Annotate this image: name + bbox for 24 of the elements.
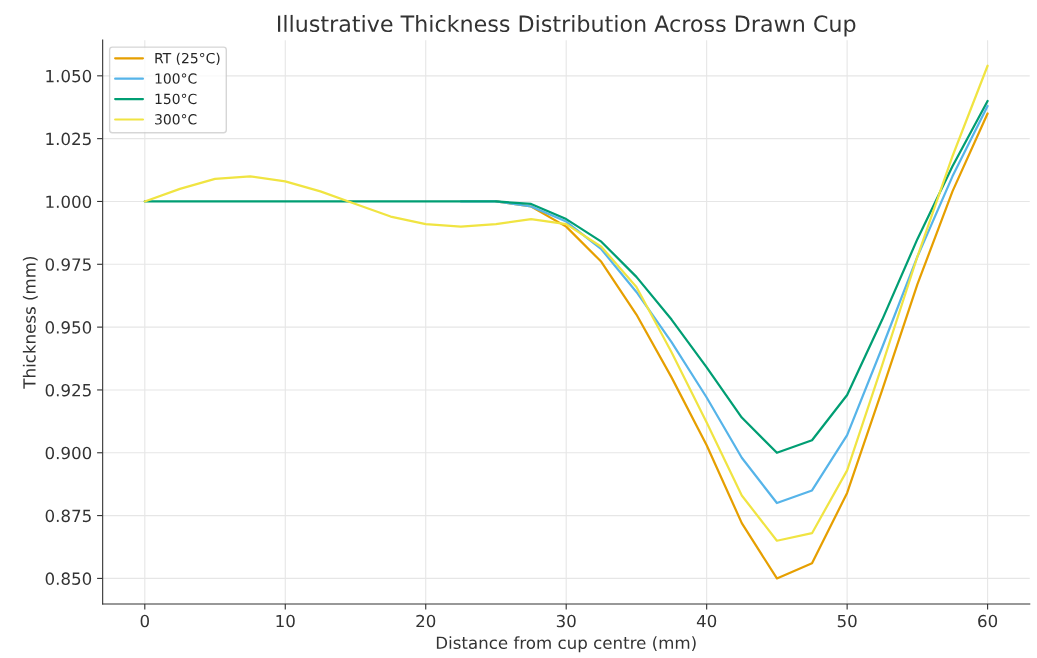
legend-label: RT (25°C) bbox=[155, 52, 220, 66]
legend-label: 300°C bbox=[155, 114, 197, 125]
x-tick-label: 10 bbox=[276, 614, 295, 628]
y-tick-label: 1.050 bbox=[46, 69, 92, 83]
legend-label: 100°C bbox=[155, 73, 197, 84]
y-tick-label: 1.000 bbox=[46, 195, 92, 209]
y-tick-label: 0.875 bbox=[45, 509, 91, 523]
y-tick-label: 0.925 bbox=[45, 383, 91, 397]
line-series bbox=[143, 64, 989, 542]
x-axis-title: Distance from cup centre (mm) bbox=[436, 636, 696, 653]
x-tick-label: 20 bbox=[416, 614, 436, 628]
y-tick-label: 0.850 bbox=[45, 572, 92, 585]
y-tick-label: 0.950 bbox=[45, 321, 92, 334]
x-tick-label: 60 bbox=[978, 614, 998, 628]
y-axis-title: Thickness (mm) bbox=[22, 256, 38, 389]
x-tick-label: 50 bbox=[837, 614, 857, 628]
x-tick-label: 40 bbox=[696, 614, 717, 628]
y-tick-label: 0.975 bbox=[45, 258, 91, 271]
x-tick-label: 30 bbox=[556, 614, 576, 628]
x-tick-label: 0 bbox=[140, 614, 149, 628]
legend-label: 150°C bbox=[155, 93, 197, 105]
chart-title: Illustrative Thickness Distribution Across Drawn Cup bbox=[278, 14, 856, 37]
y-tick-label: 1.025 bbox=[46, 132, 91, 146]
y-tick-label: 0.900 bbox=[45, 446, 92, 460]
